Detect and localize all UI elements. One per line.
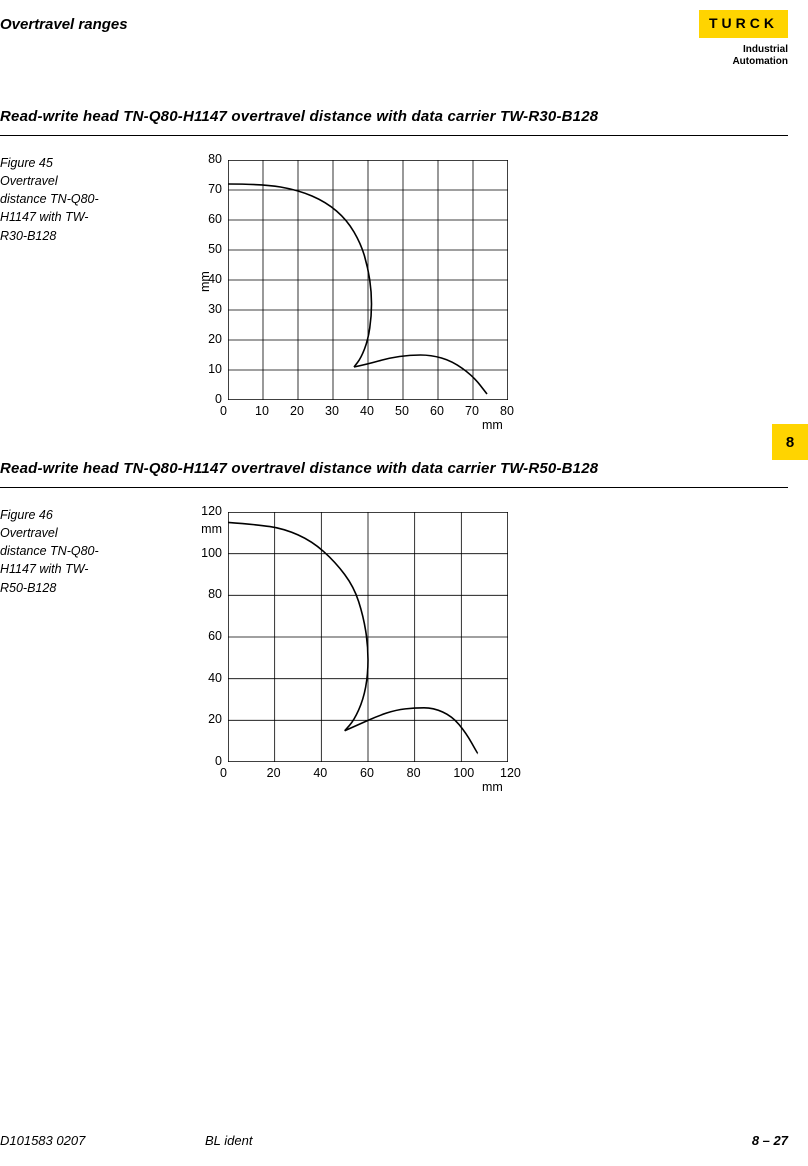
chapter-tab: 8 xyxy=(772,424,808,460)
section1-rule xyxy=(0,135,788,136)
section1-title: Read-write head TN-Q80-H1147 overtravel … xyxy=(0,108,788,125)
brand-logo: TURCK Industrial Automation xyxy=(699,10,788,68)
brand-tagline-2: Automation xyxy=(699,56,788,68)
brand-name: TURCK xyxy=(709,15,778,31)
figure-45-caption: Figure 45 Overtravel distance TN-Q80- H1… xyxy=(0,154,150,400)
page-footer: D101583 0207 BL ident 8 – 27 xyxy=(0,1133,788,1148)
footer-docid: D101583 0207 xyxy=(0,1133,205,1148)
footer-page: 8 – 27 xyxy=(752,1133,788,1148)
footer-product: BL ident xyxy=(205,1133,752,1148)
page-heading: Overtravel ranges xyxy=(0,10,128,33)
chart-2: 020406080100120020406080100120mmmm xyxy=(228,512,508,762)
chart-1: 0102030405060708001020304050607080mmmm xyxy=(228,160,508,400)
section2-title: Read-write head TN-Q80-H1147 overtravel … xyxy=(0,460,788,477)
figure-46-caption: Figure 46 Overtravel distance TN-Q80- H1… xyxy=(0,506,150,762)
section2-rule xyxy=(0,487,788,488)
brand-tagline-1: Industrial xyxy=(699,44,788,56)
